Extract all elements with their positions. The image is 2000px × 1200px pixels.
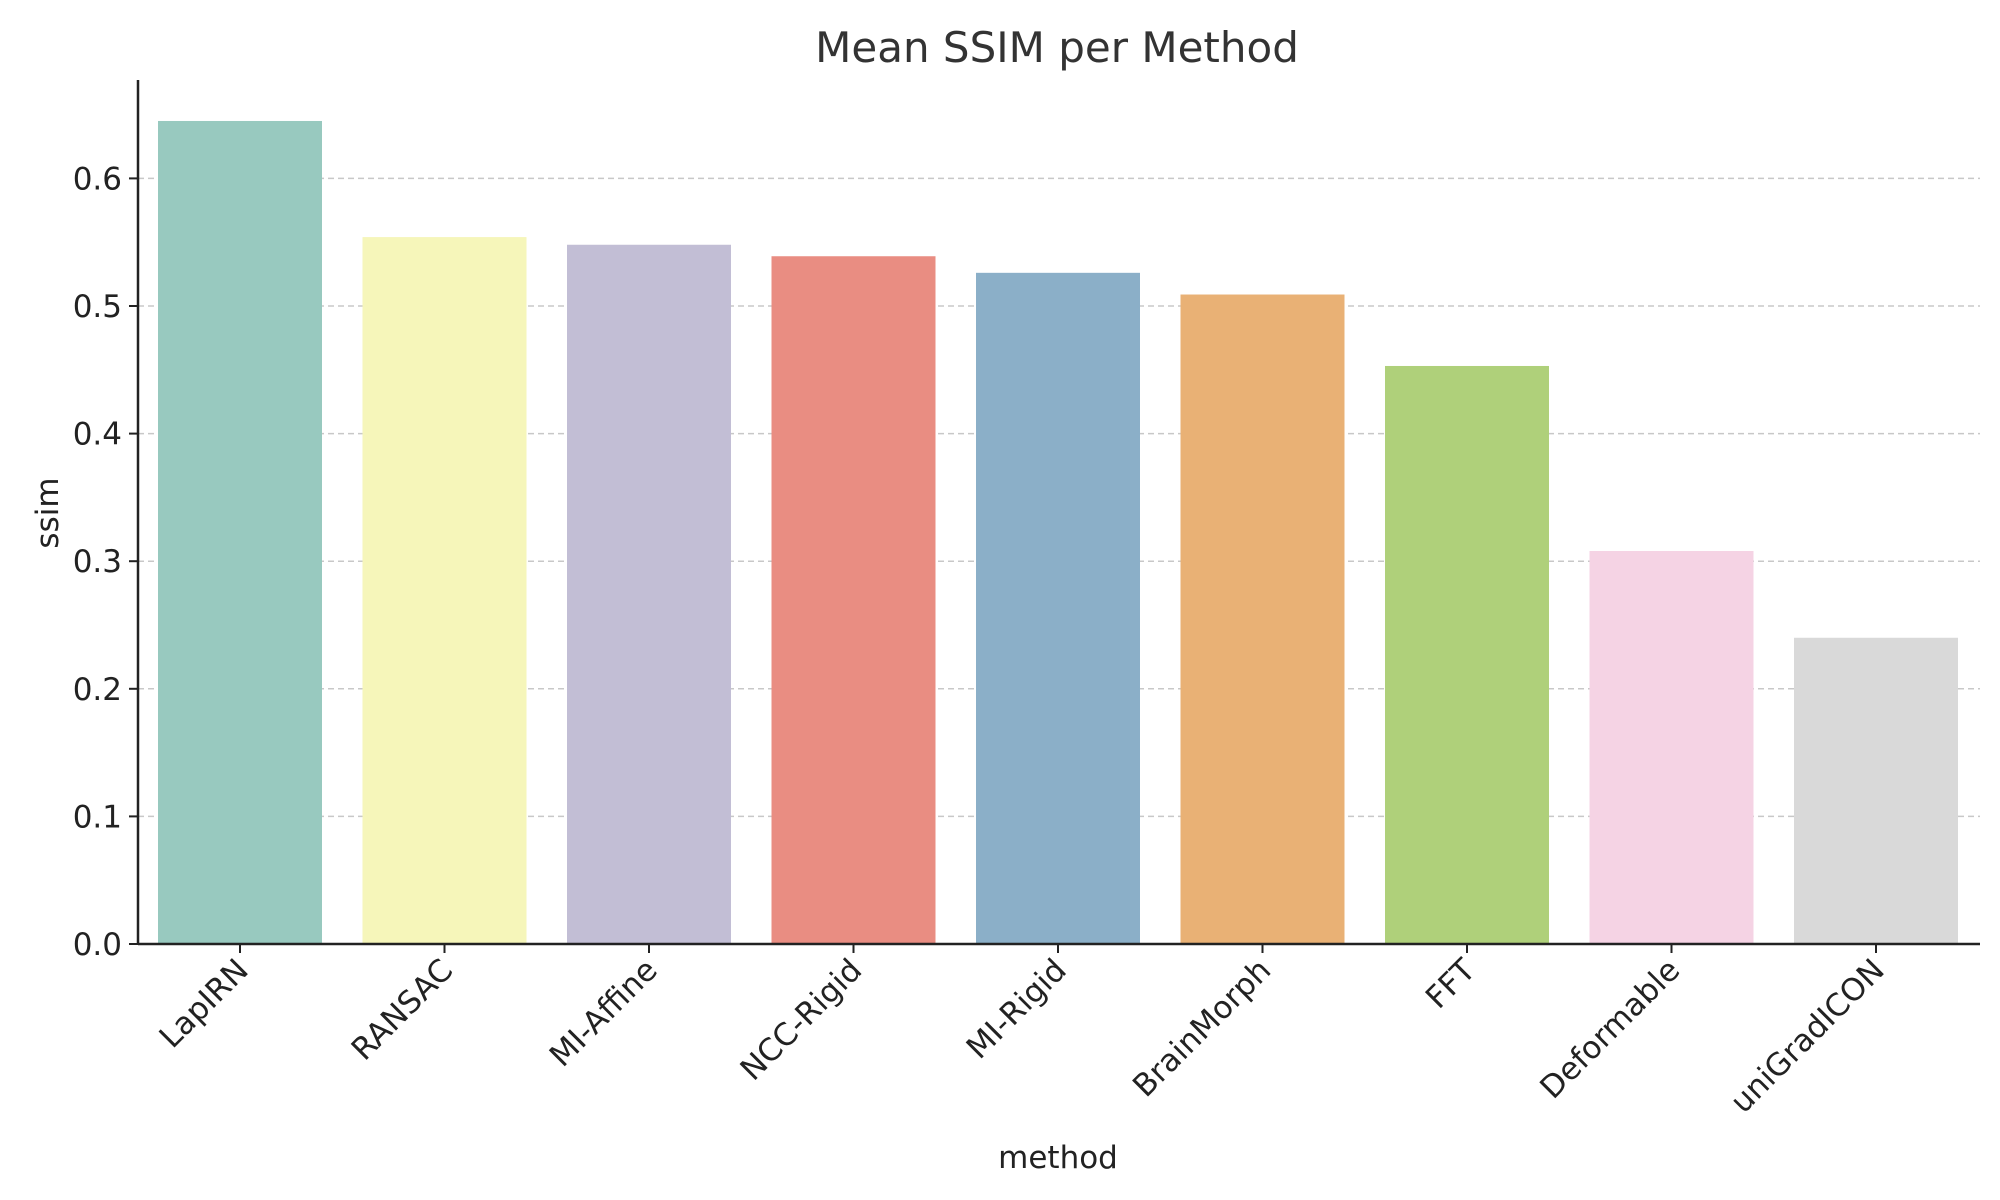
bars	[158, 120, 1958, 945]
x-tick-label: uniGradICON	[1724, 952, 1892, 1120]
y-axis-label: ssim	[30, 477, 66, 548]
y-tick-label: 0.5	[73, 289, 122, 325]
x-ticks: LapIRN RANSAC MI-Affine NCC-Rigid MI-Rigid Br…	[153, 944, 1892, 1120]
x-tick-label: FFT	[1419, 951, 1483, 1015]
bar	[567, 244, 731, 944]
bar	[1180, 294, 1345, 944]
bar	[1794, 637, 1958, 944]
y-tick-label: 0.4	[73, 417, 122, 453]
y-ticks: 0.0 0.1 0.2 0.3 0.4 0.5 0.6	[73, 161, 138, 963]
x-axis-label: method	[998, 1140, 1118, 1176]
y-tick-label: 0.6	[73, 161, 122, 197]
bar	[1589, 550, 1754, 944]
x-tick-label: RANSAC	[345, 952, 460, 1067]
y-tick-label: 0.0	[73, 927, 122, 963]
y-tick-label: 0.3	[73, 544, 122, 580]
y-tick-label: 0.2	[73, 672, 122, 708]
bar	[158, 120, 322, 945]
bar	[976, 272, 1140, 945]
bar	[771, 256, 936, 945]
x-tick-label: Deformable	[1533, 952, 1687, 1106]
y-tick-label: 0.1	[73, 799, 122, 835]
x-tick-label: LapIRN	[153, 952, 256, 1055]
x-tick-label: NCC-Rigid	[734, 952, 870, 1088]
bar	[1385, 365, 1549, 944]
bar	[362, 237, 527, 944]
x-tick-label: BrainMorph	[1126, 952, 1278, 1104]
x-tick-label: MI-Rigid	[960, 952, 1074, 1066]
x-tick-label: MI-Affine	[543, 952, 665, 1074]
chart-title: Mean SSIM per Method	[815, 23, 1299, 72]
